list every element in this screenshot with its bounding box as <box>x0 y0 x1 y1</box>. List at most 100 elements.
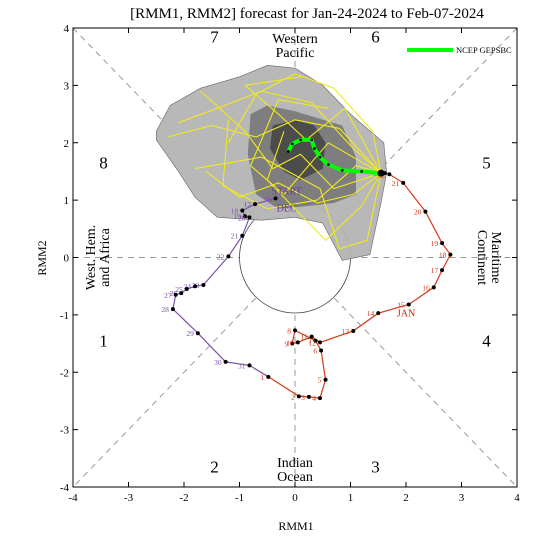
phase-2-label: 2 <box>210 458 219 477</box>
ensemble-mean-track <box>286 137 385 177</box>
ensemble-member-line <box>227 73 382 174</box>
ensemble-member-line <box>244 76 382 174</box>
day-label: 18 <box>231 206 239 215</box>
phase-1-label: 1 <box>99 331 108 350</box>
day-point <box>406 302 411 307</box>
y-tick-label: -1 <box>60 310 69 322</box>
ensemble-member-line <box>250 99 382 195</box>
ensemble-mean-point <box>299 138 302 142</box>
x-tick-label: -3 <box>124 492 134 504</box>
ensemble-mean-point <box>313 147 316 150</box>
day-point <box>243 214 248 219</box>
x-tick-label: 0 <box>292 492 298 504</box>
ensemble-mean-point <box>326 163 330 166</box>
day-label: 30 <box>214 358 222 367</box>
ensemble-mean-point <box>318 155 322 159</box>
day-label: 3 <box>301 393 305 402</box>
day-point <box>170 307 175 312</box>
day-point <box>193 284 198 289</box>
day-point <box>226 254 231 259</box>
day-label: 17 <box>431 266 439 275</box>
region-top-line1: Western <box>272 32 318 47</box>
day-label: 27 <box>164 291 172 300</box>
phase-3-label: 3 <box>371 458 380 477</box>
day-point <box>319 348 324 353</box>
month-label: START <box>272 186 302 197</box>
day-label: 14 <box>367 309 375 318</box>
x-axis-label: RMM1 <box>278 519 313 533</box>
day-point <box>293 328 297 333</box>
region-right-line2: Continent <box>474 230 489 285</box>
day-label: 4 <box>312 394 316 403</box>
y-tick-label: 3 <box>64 80 70 92</box>
day-point <box>173 292 178 297</box>
day-point <box>431 285 436 290</box>
day-point <box>423 209 428 214</box>
day-point <box>313 338 318 343</box>
day-label: 17 <box>244 200 252 209</box>
day-label: 20 <box>414 208 422 217</box>
ensemble-member-line <box>167 119 382 174</box>
ensemble-mean-point <box>290 142 294 146</box>
legend-label: NCEP GEPSBC <box>456 45 512 55</box>
day-label: 12 <box>308 338 316 347</box>
day-label: 24 <box>184 282 192 291</box>
day-point <box>223 359 228 364</box>
region-left-line1: West. Hem. <box>84 225 99 290</box>
day-point <box>440 241 445 246</box>
day-label: 31 <box>238 361 246 370</box>
day-point <box>295 340 300 345</box>
y-tick-label: 2 <box>64 138 70 150</box>
day-label: 25 <box>175 285 183 294</box>
y-axis-label: RMM2 <box>35 240 49 275</box>
day-point <box>184 287 189 292</box>
ensemble-member-line <box>205 170 382 204</box>
day-point <box>317 396 322 401</box>
day-point <box>296 394 301 399</box>
day-point <box>290 341 295 346</box>
region-top-line2: Pacific <box>276 46 315 61</box>
region-bottom-line2: Ocean <box>277 470 313 485</box>
month-label: DEC <box>277 204 297 215</box>
day-point <box>317 340 322 345</box>
day-label: 7 <box>308 337 312 346</box>
ensemble-mean-point <box>340 168 344 172</box>
day-label: 21 <box>231 232 239 241</box>
day-point <box>240 208 245 213</box>
day-point <box>266 374 271 379</box>
day-point <box>240 233 245 238</box>
day-point <box>376 311 381 316</box>
x-tick-label: -1 <box>235 492 244 504</box>
y-tick-label: 4 <box>64 23 70 35</box>
day-point <box>387 172 392 177</box>
x-tick-label: 1 <box>348 492 354 504</box>
y-tick-label: -4 <box>60 482 70 494</box>
day-point <box>273 196 278 201</box>
day-label: 10 <box>286 338 294 347</box>
region-right-line1: Maritime <box>488 231 503 283</box>
day-label: 29 <box>186 329 194 338</box>
day-label: 2 <box>291 392 295 401</box>
y-tick-label: 0 <box>64 253 70 265</box>
phase-7-label: 7 <box>210 27 219 46</box>
x-tick-label: -4 <box>68 492 78 504</box>
forecast-start-marker <box>377 169 385 177</box>
day-point <box>448 252 453 257</box>
x-tick-label: 2 <box>403 492 409 504</box>
day-point <box>201 283 206 288</box>
day-label: 19 <box>234 212 242 221</box>
ensemble-member-line <box>200 90 382 190</box>
y-tick-label: -2 <box>60 367 69 379</box>
day-label: 19 <box>431 239 439 248</box>
phase-8-label: 8 <box>99 154 108 173</box>
y-tick-label: 1 <box>64 195 70 207</box>
day-label: 26 <box>170 289 178 298</box>
day-point <box>351 328 356 333</box>
day-label: 20 <box>238 213 246 222</box>
day-point <box>309 334 314 339</box>
day-label: 9 <box>284 340 288 349</box>
day-label: 16 <box>264 194 272 203</box>
day-label: 16 <box>422 283 430 292</box>
